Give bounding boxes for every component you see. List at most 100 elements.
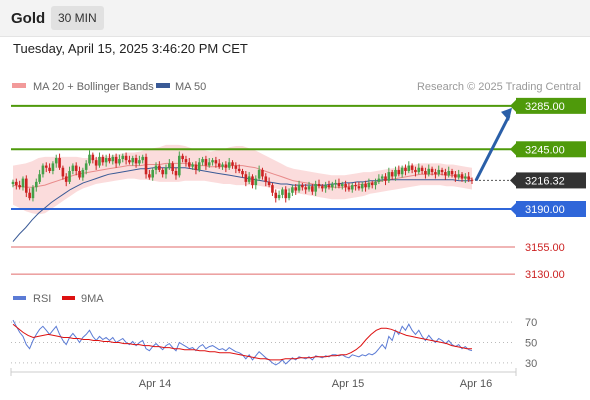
candle-body xyxy=(15,181,18,186)
candle-body xyxy=(118,159,121,164)
candle-body xyxy=(44,165,48,168)
timeframe-button[interactable]: 30 MIN xyxy=(51,6,104,30)
copyright-text: Research © 2025 Trading Central xyxy=(417,81,581,93)
candle-body xyxy=(121,155,125,160)
rsi-ma-line xyxy=(12,323,472,361)
rsi-ma-legend-label: 9MA xyxy=(81,293,104,305)
candle-body xyxy=(54,157,58,164)
level-label-bg-support xyxy=(516,201,586,217)
candle-body xyxy=(340,184,344,187)
candle-body xyxy=(370,182,374,186)
candle-body xyxy=(171,163,174,171)
candle-body xyxy=(134,157,138,164)
candle-body xyxy=(78,171,81,178)
candle-body xyxy=(454,174,457,178)
ma50-legend-label: MA 50 xyxy=(175,81,206,93)
candle-body xyxy=(94,160,98,166)
candle-body xyxy=(450,171,454,175)
target-arrow-shaft xyxy=(474,115,511,182)
candle-body xyxy=(387,172,391,181)
candle-body xyxy=(221,164,224,167)
candle-body xyxy=(464,176,467,179)
candle-body xyxy=(304,187,307,190)
candle-body xyxy=(158,165,161,170)
candle-body xyxy=(440,169,444,173)
candle-body xyxy=(21,178,25,188)
candle-body xyxy=(81,169,85,178)
candle-body xyxy=(291,187,294,193)
ma20-legend-label: MA 20 + Bollinger Bands xyxy=(33,81,154,93)
level-labels: 3285.00 3245.00 3216.32 3190.00 3155.00 3130.… xyxy=(510,97,586,281)
candle-body xyxy=(11,181,15,185)
main-plot xyxy=(11,104,515,275)
target-arrow-head xyxy=(501,107,512,121)
level-label-text: 3285.00 xyxy=(525,101,565,113)
symbol-title: Gold xyxy=(11,10,46,27)
candle-body xyxy=(18,185,21,188)
candle-body xyxy=(337,182,341,187)
candle-body xyxy=(357,186,361,189)
candle-body xyxy=(191,164,194,167)
candle-body xyxy=(214,160,218,164)
main-legend: MA 20 + Bollinger Bands MA 50 Research ©… xyxy=(12,81,581,93)
candle-body xyxy=(434,172,437,175)
candle-body xyxy=(331,184,334,188)
candle-body xyxy=(144,156,148,175)
candle-body xyxy=(104,157,108,163)
candle-body xyxy=(374,181,377,186)
candle-body xyxy=(350,185,354,190)
candle-body xyxy=(324,185,327,189)
candle-body xyxy=(141,156,145,161)
candle-body xyxy=(301,185,304,188)
candle-body xyxy=(201,159,204,163)
candle-body xyxy=(267,181,271,186)
candle-body xyxy=(108,157,111,162)
level-label-text: 3216.32 xyxy=(525,175,565,187)
level-label-pointer-support xyxy=(510,203,516,215)
candle-body xyxy=(424,171,427,175)
level-label-pointer-resistance xyxy=(510,143,516,156)
candle-body xyxy=(58,157,61,168)
candle-body xyxy=(467,176,470,180)
candle-body xyxy=(430,168,434,173)
candle-body xyxy=(367,182,371,188)
timestamp: Tuesday, April 15, 2025 3:46:20 PM CET xyxy=(13,41,248,56)
candle-body xyxy=(344,184,347,188)
candle-body xyxy=(314,184,317,192)
candle-body xyxy=(181,155,184,160)
candle-body xyxy=(174,171,178,176)
candle-body xyxy=(470,179,474,181)
candle-body xyxy=(397,169,401,175)
candle-body xyxy=(25,178,28,193)
candle-body xyxy=(257,169,261,179)
candle-body xyxy=(224,164,228,168)
candle-body xyxy=(184,159,188,163)
rsi-tick-label: 70 xyxy=(525,317,537,329)
candle-body xyxy=(277,194,281,199)
candle-body xyxy=(48,167,51,171)
candle-body xyxy=(211,160,214,163)
candle-body xyxy=(284,189,288,199)
candle-body xyxy=(168,163,171,168)
candle-body xyxy=(307,186,311,190)
candle-body xyxy=(128,160,131,163)
candle-body xyxy=(394,169,397,177)
candle-body xyxy=(164,167,168,175)
candle-body xyxy=(68,171,71,182)
candle-body xyxy=(114,156,118,164)
candle-body xyxy=(241,171,244,175)
rsi-tick-label: 50 xyxy=(525,338,537,350)
candle-body xyxy=(207,162,211,166)
candle-body xyxy=(294,187,298,191)
candle-body xyxy=(444,172,447,176)
candle-body xyxy=(138,160,141,164)
candle-body xyxy=(407,165,411,171)
candle-body xyxy=(237,168,241,171)
ma20-legend-swatch xyxy=(12,83,26,88)
candle-body xyxy=(364,184,367,188)
candle-body xyxy=(111,156,115,162)
candle-body xyxy=(204,159,208,166)
rsi-ma-legend-swatch xyxy=(62,296,75,300)
rsi-legend-label: RSI xyxy=(33,293,51,305)
